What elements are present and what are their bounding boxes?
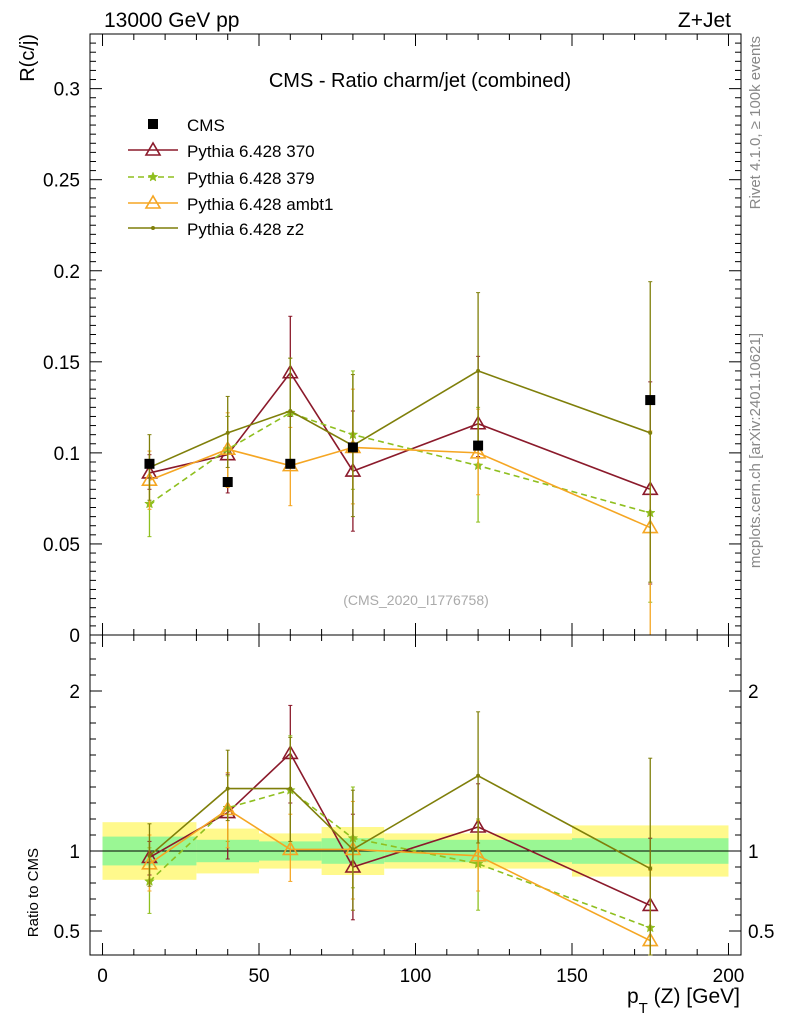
series-pythia-6-428-z2-point — [288, 408, 293, 413]
series-pythia-6-428-ambt1-ratio-line — [149, 808, 651, 942]
series-pythia-6-428-379-line — [149, 411, 651, 514]
x-axis-label: pT (Z) [GeV] — [627, 985, 740, 1017]
y-tick-label: 0.15 — [43, 353, 80, 374]
analysis-watermark: (CMS_2020_I1776758) — [343, 592, 489, 608]
series-pythia-6-428-379-ratio-line — [148, 789, 651, 929]
series-pythia-6-428-ambt1-ratio-point — [281, 840, 299, 856]
series-pythia-6-428-z2-point — [648, 430, 653, 435]
ratio-y-tick-label: 1 — [69, 842, 80, 863]
y-tick-label: 0.2 — [54, 262, 80, 283]
cms-data-point — [473, 440, 484, 451]
ratio-frame — [89, 634, 742, 956]
series-pythia-6-428-z2-ratio-line — [148, 774, 651, 870]
series-pythia-6-428-z2-ratio-point — [147, 853, 152, 858]
legend-label: Pythia 6.428 379 — [187, 169, 315, 188]
series-pythia-6-428-z2-ratio-point — [288, 786, 293, 791]
x-tick-label: 50 — [248, 966, 269, 987]
y-tick-label: 0.1 — [54, 444, 80, 465]
ratio-y-axis-label: Ratio to CMS — [25, 848, 42, 937]
y-axis-label: R(c/j) — [17, 34, 39, 82]
series-pythia-6-428-z2-point — [476, 368, 481, 373]
legend-cms-marker — [148, 119, 158, 129]
ratio-y-tick-label-right: 0.5 — [748, 922, 774, 943]
y-tick-label: 0.05 — [43, 535, 80, 556]
cms-data-point — [222, 477, 233, 488]
cms-data-point — [144, 458, 155, 469]
side-label-mcplots: mcplots.cern.ch [arXiv:2401.10621] — [747, 333, 764, 568]
ratio-y-tick-label: 2 — [69, 682, 80, 703]
energy-label: 13000 GeV pp — [104, 9, 239, 32]
legend-marker — [144, 194, 162, 209]
legend-label: Pythia 6.428 ambt1 — [187, 195, 333, 214]
side-label-rivet: Rivet 4.1.0, ≥ 100k events — [747, 36, 764, 209]
legend-label: Pythia 6.428 370 — [187, 142, 315, 161]
x-tick-label: 100 — [400, 966, 432, 987]
main-plot-area: 0 0.05 0.1 0.15 0.2 0.25 0.3 — [43, 33, 742, 647]
x-tick-label: 150 — [556, 966, 588, 987]
legend: CMS Pythia 6.428 370 Pythia 6.428 379 Pythi… — [128, 116, 333, 239]
series-pythia-6-428-370-line — [149, 371, 651, 491]
process-label: Z+Jet — [678, 9, 731, 32]
series-pythia-6-428-z2-ratio-point — [476, 773, 481, 778]
series-pythia-6-428-ambt1-point — [469, 444, 487, 459]
legend-marker — [151, 226, 155, 230]
cms-data-point — [347, 442, 358, 453]
cms-data-point — [645, 395, 656, 406]
series-pythia-6-428-z2-ratio-point — [350, 847, 355, 852]
ratio-plot-area: 0 50 100 150 200 0.5 0.5 1 1 2 2 — [54, 634, 774, 987]
series-pythia-6-428-z2-line — [149, 370, 651, 469]
legend-label: Pythia 6.428 z2 — [187, 220, 304, 239]
series-pythia-6-428-ambt1-line — [149, 446, 651, 529]
ratio-y-tick-label-right: 2 — [748, 682, 759, 703]
x-tick-label: 200 — [713, 966, 745, 987]
series-pythia-6-428-ambt1-ratio-point — [469, 847, 487, 862]
y-tick-label: 0.3 — [54, 80, 80, 101]
series-pythia-6-428-z2-ratio-point — [225, 786, 230, 791]
y-tick-label: 0.25 — [43, 171, 80, 192]
x-tick-label: 0 — [97, 966, 108, 987]
chart-title: CMS - Ratio charm/jet (combined) — [269, 70, 571, 92]
cms-data-point — [285, 458, 296, 469]
legend-marker — [144, 141, 162, 156]
y-tick-label: 0 — [69, 626, 80, 647]
ratio-y-tick-label-right: 1 — [748, 842, 759, 863]
legend-cms-label: CMS — [187, 116, 225, 135]
ratio-y-tick-label: 0.5 — [54, 922, 80, 943]
series-pythia-6-428-z2-ratio-point — [648, 866, 653, 871]
series-pythia-6-428-z2-point — [225, 430, 230, 435]
legend-marker — [147, 171, 159, 182]
series-pythia-6-428-370-ratio-line — [149, 752, 651, 907]
